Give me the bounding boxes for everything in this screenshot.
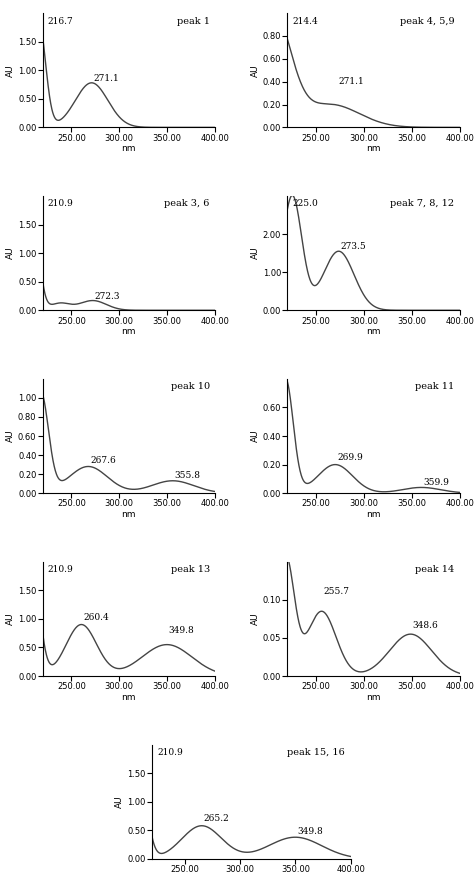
Text: 269.9: 269.9 <box>337 453 363 461</box>
Text: 267.6: 267.6 <box>90 455 116 465</box>
X-axis label: nm: nm <box>122 144 136 153</box>
Text: 271.1: 271.1 <box>93 74 119 83</box>
Y-axis label: AU: AU <box>6 430 15 442</box>
Text: 260.4: 260.4 <box>83 613 109 622</box>
Text: peak 7, 8, 12: peak 7, 8, 12 <box>391 200 455 208</box>
Text: peak 10: peak 10 <box>171 382 210 392</box>
Text: 349.8: 349.8 <box>298 827 323 836</box>
X-axis label: nm: nm <box>366 692 381 702</box>
Text: 265.2: 265.2 <box>204 814 229 823</box>
Text: 210.9: 210.9 <box>158 748 183 757</box>
Text: peak 11: peak 11 <box>415 382 455 392</box>
Y-axis label: AU: AU <box>251 430 260 442</box>
Y-axis label: AU: AU <box>115 795 124 808</box>
Text: peak 3, 6: peak 3, 6 <box>164 200 210 208</box>
Text: 210.9: 210.9 <box>48 565 73 574</box>
Text: 273.5: 273.5 <box>340 242 366 251</box>
X-axis label: nm: nm <box>366 510 381 519</box>
Text: 359.9: 359.9 <box>423 479 449 487</box>
X-axis label: nm: nm <box>122 327 136 336</box>
Text: 255.7: 255.7 <box>324 587 349 596</box>
X-axis label: nm: nm <box>366 327 381 336</box>
Text: 214.4: 214.4 <box>292 17 319 25</box>
Text: peak 1: peak 1 <box>177 17 210 25</box>
Text: 225.0: 225.0 <box>292 200 319 208</box>
Text: 355.8: 355.8 <box>174 471 201 480</box>
Text: 348.6: 348.6 <box>412 622 438 630</box>
Text: 349.8: 349.8 <box>169 626 195 635</box>
Text: peak 15, 16: peak 15, 16 <box>287 748 345 757</box>
Y-axis label: AU: AU <box>6 247 15 260</box>
Text: peak 13: peak 13 <box>171 565 210 574</box>
Text: 272.3: 272.3 <box>95 292 120 301</box>
Y-axis label: AU: AU <box>6 612 15 625</box>
Y-axis label: AU: AU <box>251 64 260 77</box>
Text: 271.1: 271.1 <box>338 78 364 86</box>
Text: peak 4, 5,9: peak 4, 5,9 <box>400 17 455 25</box>
Y-axis label: AU: AU <box>6 64 15 77</box>
X-axis label: nm: nm <box>122 510 136 519</box>
X-axis label: nm: nm <box>122 692 136 702</box>
X-axis label: nm: nm <box>366 144 381 153</box>
Y-axis label: AU: AU <box>251 612 260 625</box>
Text: peak 14: peak 14 <box>415 565 455 574</box>
Text: 216.7: 216.7 <box>48 17 73 25</box>
Y-axis label: AU: AU <box>251 247 260 260</box>
Text: 210.9: 210.9 <box>48 200 73 208</box>
